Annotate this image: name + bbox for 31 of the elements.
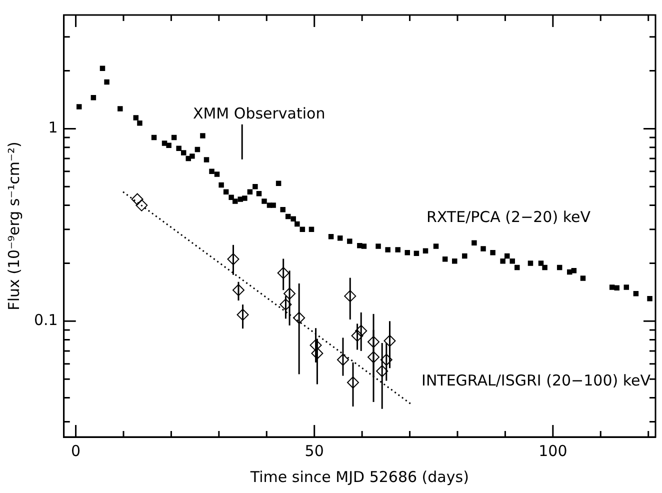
point	[351, 330, 364, 342]
x-tick-label: 50	[304, 442, 324, 460]
y-tick-label: 0.1	[34, 311, 58, 330]
point	[293, 312, 306, 324]
point	[310, 339, 322, 352]
annotation: XMM Observation	[192, 104, 326, 122]
point	[277, 266, 290, 279]
point	[380, 354, 392, 366]
x-axis-title: Time since MJD 52686 (days)	[249, 468, 469, 486]
x-tick-label: 0	[71, 442, 81, 460]
point	[368, 351, 380, 364]
point	[136, 199, 148, 212]
series-label: RXTE/PCA (2−20) keV	[426, 208, 592, 226]
point	[280, 298, 292, 311]
point	[344, 290, 356, 302]
x-tick-label: 100	[538, 442, 568, 460]
point	[227, 253, 240, 266]
point	[336, 354, 349, 366]
point	[355, 324, 368, 337]
legend-label: INTEGRAL/ISGRI (20−100) keV	[422, 372, 652, 390]
y-tick-label: 1	[48, 118, 58, 137]
point	[236, 308, 249, 321]
point	[384, 334, 396, 347]
y-axis-title: Flux (10⁻⁹erg s⁻¹cm⁻²)	[4, 142, 23, 310]
point	[347, 376, 359, 388]
point	[368, 336, 380, 348]
point	[311, 347, 324, 360]
point	[232, 284, 244, 296]
point	[131, 193, 144, 206]
point	[284, 288, 296, 300]
point	[376, 365, 388, 378]
